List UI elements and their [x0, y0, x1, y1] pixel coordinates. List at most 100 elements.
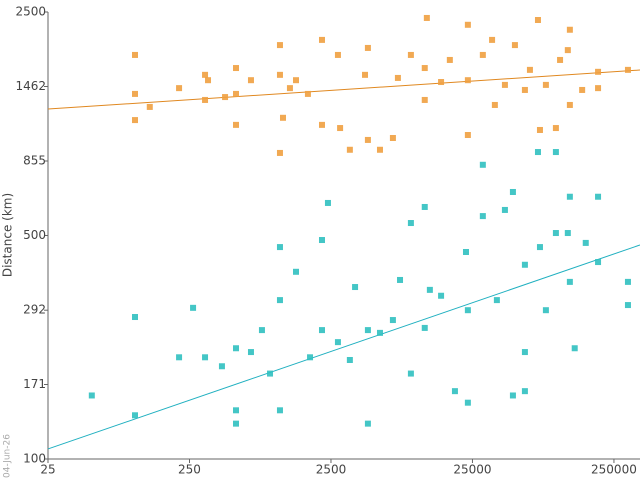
point [421, 324, 428, 331]
point [566, 193, 573, 200]
point [233, 345, 240, 352]
point [247, 349, 254, 356]
point [479, 213, 486, 220]
point [88, 392, 95, 399]
y-axis-label: Distance (km) [1, 193, 15, 277]
point [489, 36, 496, 43]
point [397, 276, 404, 283]
point [491, 101, 498, 108]
point [509, 188, 516, 195]
point [571, 345, 578, 352]
point [318, 36, 325, 43]
point [376, 329, 383, 336]
point [318, 237, 325, 244]
point [352, 284, 359, 291]
point [407, 51, 414, 58]
point [536, 126, 543, 133]
point [146, 103, 153, 110]
y-tick-label: 1462 [15, 79, 46, 93]
point [346, 356, 353, 363]
point [426, 286, 433, 293]
trend-line [47, 69, 640, 110]
point [595, 193, 602, 200]
point [389, 317, 396, 324]
point [566, 101, 573, 108]
point [511, 42, 518, 49]
trend-line [47, 244, 640, 450]
point [307, 354, 314, 361]
point [464, 132, 471, 139]
point [376, 146, 383, 153]
point [542, 307, 549, 314]
point [132, 412, 139, 419]
point [451, 388, 458, 395]
point [190, 304, 197, 311]
point [267, 370, 274, 377]
point [542, 81, 549, 88]
point [526, 66, 533, 73]
point [247, 77, 254, 84]
point [132, 51, 139, 58]
point [132, 90, 139, 97]
point [407, 220, 414, 227]
point [276, 71, 283, 78]
point [334, 51, 341, 58]
point [276, 244, 283, 251]
point [464, 77, 471, 84]
x-tick-label: 25 [40, 463, 55, 477]
point [304, 90, 311, 97]
x-tick-label: 250000 [591, 463, 637, 477]
point [407, 370, 414, 377]
point [557, 56, 564, 63]
point [176, 354, 183, 361]
point [421, 65, 428, 72]
point [421, 96, 428, 103]
point [423, 14, 430, 21]
point [501, 81, 508, 88]
point [464, 307, 471, 314]
point [564, 47, 571, 54]
point [286, 85, 293, 92]
point [276, 42, 283, 49]
point [276, 149, 283, 156]
point [566, 26, 573, 33]
point [552, 230, 559, 237]
point [394, 74, 401, 81]
point [132, 314, 139, 321]
point [479, 161, 486, 168]
point [501, 206, 508, 213]
point [258, 327, 265, 334]
point [446, 56, 453, 63]
point [362, 71, 369, 78]
y-tick-label: 855 [23, 153, 46, 167]
point [552, 149, 559, 156]
point [276, 407, 283, 414]
point [318, 327, 325, 334]
point [521, 261, 528, 268]
date-footnote: 04-Jun-26 [3, 434, 13, 478]
point [205, 77, 212, 84]
point [595, 68, 602, 75]
point [334, 339, 341, 346]
point [536, 244, 543, 251]
point [624, 278, 631, 285]
point [521, 86, 528, 93]
point [595, 259, 602, 266]
point [534, 149, 541, 156]
point [202, 71, 209, 78]
y-tick-label: 500 [23, 228, 46, 242]
y-tick-label: 171 [23, 377, 46, 391]
point [364, 44, 371, 51]
point [202, 354, 209, 361]
point [534, 17, 541, 24]
point [318, 121, 325, 128]
point [479, 51, 486, 58]
point [438, 79, 445, 86]
point [595, 85, 602, 92]
point [276, 297, 283, 304]
point [222, 94, 229, 101]
point [389, 134, 396, 141]
point [364, 136, 371, 143]
point [566, 278, 573, 285]
